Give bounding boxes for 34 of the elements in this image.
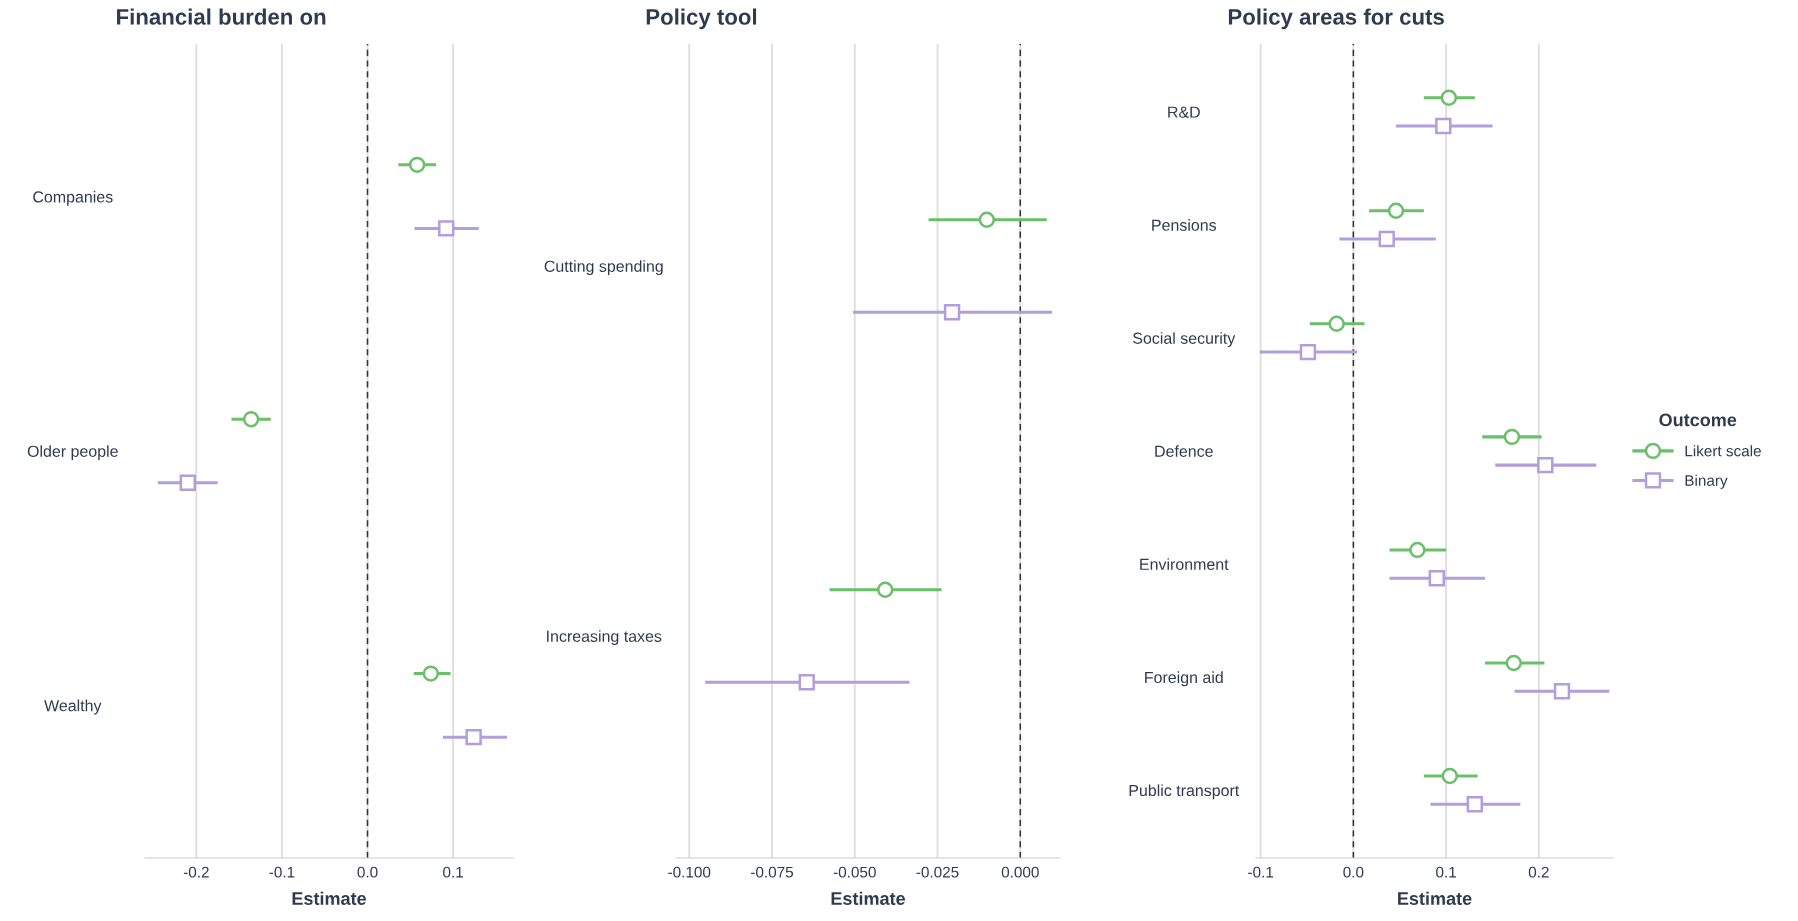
x-axis-title: Estimate	[292, 891, 367, 905]
x-tick-label: 0.1	[443, 866, 463, 878]
y-tick-label: Pensions	[1152, 219, 1217, 231]
x-tick-label: 0.0	[357, 866, 378, 878]
y-tick-label: Foreign aid	[1145, 671, 1223, 687]
x-tick-label: 0.000	[1001, 866, 1039, 878]
x-tick-label: -0.100	[668, 866, 711, 878]
chart-title: Policy areas for cuts	[1228, 8, 1444, 30]
x-tick-label: -0.1	[269, 866, 295, 878]
y-tick-label: Social security	[1133, 332, 1236, 348]
y-tick-label: Wealthy	[44, 699, 102, 715]
chart-title: Financial burden on	[117, 8, 326, 25]
legend-label: Binary	[1685, 474, 1728, 489]
x-tick-label: -0.2	[183, 866, 209, 878]
x-axis-title: Estimate	[831, 891, 906, 905]
y-tick-label: Cutting spending	[544, 260, 663, 276]
x-tick-label: -0.050	[833, 866, 876, 878]
x-tick-label: -0.075	[751, 866, 794, 878]
x-tick-label: 0.1	[1436, 866, 1456, 878]
chart-title: Policy tool	[646, 8, 757, 30]
y-tick-label: Increasing taxes	[547, 630, 662, 646]
x-tick-label: 0.0	[1343, 866, 1364, 878]
legend-label: Likert scale	[1685, 445, 1761, 457]
y-tick-label: Companies	[33, 190, 113, 206]
y-tick-label: Public transport	[1129, 784, 1240, 800]
y-tick-label: Older people	[27, 445, 118, 461]
legend-title: Outcome	[1659, 413, 1737, 427]
x-tick-label: 0.2	[1528, 866, 1549, 878]
x-tick-label: -0.025	[916, 866, 959, 878]
x-tick-label: -0.1	[1248, 866, 1274, 878]
y-tick-label: Environment	[1140, 558, 1229, 570]
x-axis-title: Estimate	[1398, 891, 1472, 905]
y-tick-label: R&D	[1168, 106, 1200, 118]
y-tick-label: Defence	[1155, 445, 1213, 457]
